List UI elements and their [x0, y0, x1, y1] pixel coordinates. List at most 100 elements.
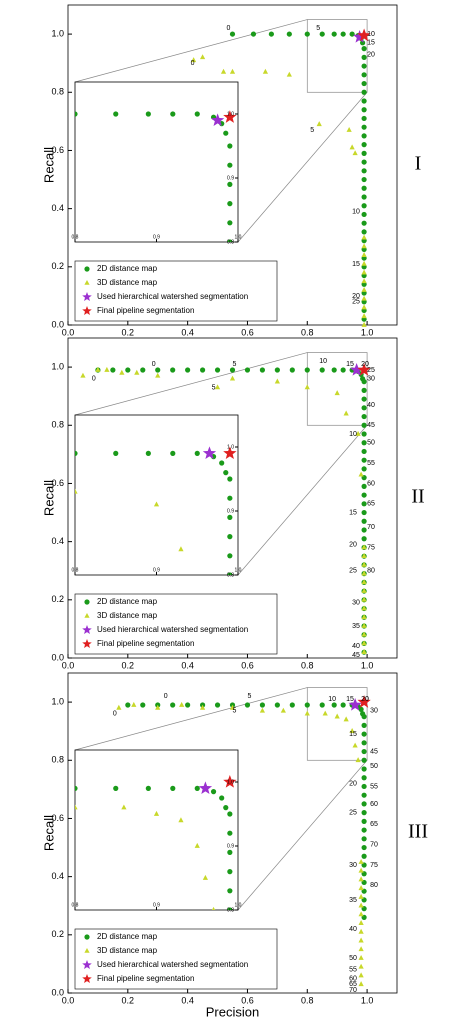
legend-marker: [82, 639, 92, 649]
inset-x-tick-label: 0.8: [72, 902, 79, 908]
point: [361, 818, 367, 824]
point: [194, 450, 200, 456]
point: [259, 707, 266, 713]
point: [170, 785, 176, 792]
point: [361, 579, 367, 585]
annotation: 50: [349, 955, 357, 962]
annotation: 5: [233, 708, 237, 715]
annotation: 25: [352, 299, 360, 306]
y-tick-label: 0.0: [51, 987, 64, 997]
point: [220, 68, 227, 74]
point: [361, 501, 367, 507]
x-tick-label: 0.8: [301, 995, 314, 1005]
annotation: 20: [349, 780, 357, 787]
point: [191, 57, 197, 63]
point: [361, 714, 367, 720]
annotation: 60: [370, 801, 378, 808]
zoom-connector: [74, 352, 308, 416]
point: [358, 920, 364, 926]
panel-label: II: [411, 486, 424, 508]
point: [352, 742, 358, 748]
point: [361, 220, 367, 226]
point: [361, 278, 367, 284]
inset-x-tick-label: 1.0: [235, 234, 242, 240]
panel-label: III: [408, 821, 428, 843]
y-tick-label: 0.4: [51, 203, 64, 213]
point: [223, 110, 237, 123]
point: [198, 781, 213, 795]
point: [361, 431, 367, 437]
point: [361, 518, 367, 524]
point: [361, 827, 367, 833]
point: [361, 63, 367, 69]
point: [334, 713, 340, 719]
annotation: 20: [361, 696, 369, 703]
y-axis-label: Recall: [41, 480, 56, 516]
point: [361, 234, 367, 240]
point: [361, 185, 367, 191]
y-tick-label: 0.8: [51, 420, 64, 430]
point: [361, 587, 367, 593]
point: [361, 748, 367, 755]
zoom-connector: [74, 19, 308, 83]
point: [211, 906, 216, 910]
y-tick-label: 0.4: [51, 536, 64, 546]
point: [145, 785, 151, 792]
point: [227, 849, 233, 856]
legend-label: Final pipeline segmentation: [97, 974, 194, 983]
point: [304, 702, 310, 708]
point: [349, 363, 364, 376]
inset-x-tick-label: 0.9: [153, 902, 160, 908]
point: [304, 31, 310, 37]
point: [194, 111, 200, 117]
annotation: 80: [367, 568, 375, 575]
legend-marker: [82, 960, 92, 970]
y-tick-label: 0.6: [51, 478, 64, 488]
annotation: 5: [212, 384, 216, 391]
point: [361, 107, 367, 113]
point: [153, 810, 160, 816]
point: [361, 440, 367, 446]
point: [219, 460, 225, 466]
y-tick-label: 0.8: [51, 755, 64, 765]
point: [223, 446, 237, 460]
point: [361, 194, 367, 200]
annotation: 0: [92, 376, 96, 383]
annotation: 5: [316, 25, 320, 32]
x-tick-label: 0.4: [181, 995, 194, 1005]
annotation: 65: [349, 981, 357, 988]
annotation: 60: [367, 480, 375, 487]
point: [140, 702, 146, 708]
legend-label: Used hierarchical watershed segmentation: [97, 292, 248, 301]
point: [358, 937, 364, 943]
point: [349, 31, 355, 37]
point: [75, 804, 78, 810]
point: [110, 367, 116, 373]
x-tick-label: 0.0: [62, 995, 75, 1005]
point: [361, 286, 367, 292]
point: [155, 372, 161, 378]
point: [358, 876, 364, 882]
point: [229, 704, 236, 710]
point: [358, 858, 364, 864]
point: [361, 844, 367, 851]
annotation: 20: [361, 361, 369, 368]
annotation: 40: [349, 926, 357, 933]
point: [361, 379, 367, 385]
point: [358, 902, 364, 908]
point: [262, 68, 268, 74]
point: [125, 702, 131, 708]
annotation: 15: [349, 731, 357, 738]
annotation: 55: [349, 967, 357, 974]
point: [361, 422, 367, 428]
point: [361, 448, 367, 455]
point: [134, 369, 140, 375]
point: [75, 488, 78, 494]
annotation: 10: [367, 31, 375, 38]
legend-label: 2D distance map: [97, 264, 158, 273]
point: [170, 450, 176, 456]
point: [113, 111, 119, 117]
legend-label: 3D distance map: [97, 611, 158, 620]
point: [125, 367, 131, 373]
point: [358, 706, 364, 712]
